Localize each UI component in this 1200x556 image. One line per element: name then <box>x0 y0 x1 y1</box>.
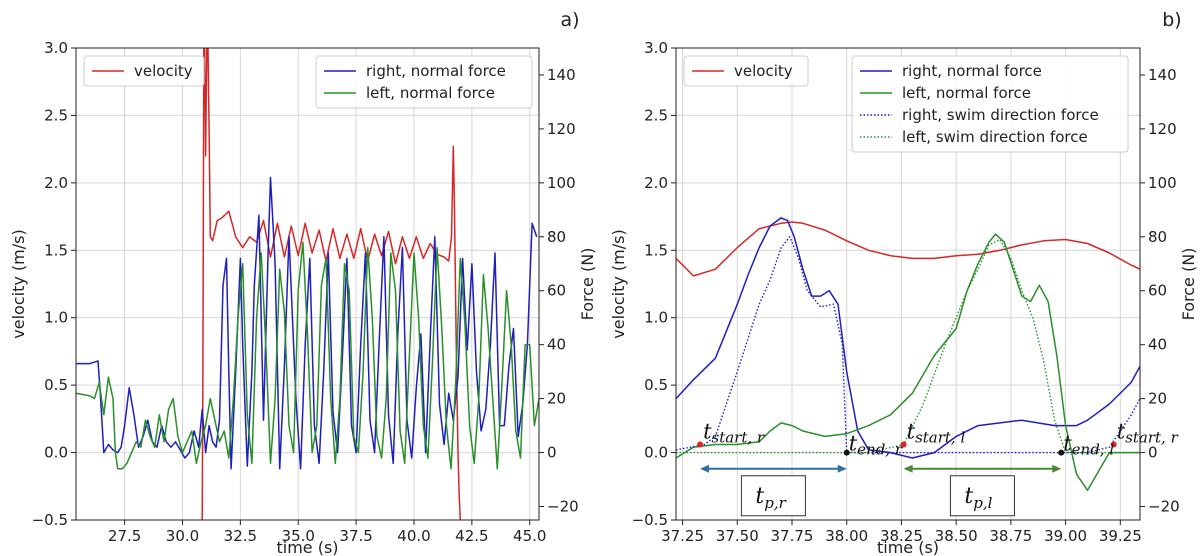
span-label-sub: p,l <box>973 494 992 512</box>
y-right-tick-label: 120 <box>547 120 576 138</box>
x-tick-label: 40.0 <box>397 527 430 545</box>
y-right-tick-label: −20 <box>547 498 579 516</box>
y-right-tick-label: 20 <box>547 390 566 408</box>
y-right-tick-label: 80 <box>1148 228 1167 246</box>
legend-label: right, swim direction force <box>902 106 1099 124</box>
marker-label: tend, r <box>849 432 903 459</box>
panel-label: b) <box>1162 9 1181 31</box>
y-right-tick-label: −20 <box>1148 498 1180 516</box>
y-tick-label: 2.0 <box>644 174 668 192</box>
x-tick-label: 42.5 <box>455 527 488 545</box>
series-line-left-normal-force <box>76 242 539 469</box>
span-arrow-head-left <box>904 465 913 473</box>
y-tick-label: −0.5 <box>32 511 68 529</box>
marker-label: tend, l <box>1063 432 1114 459</box>
marker-label-sub: end, l <box>1072 441 1115 459</box>
y-right-tick-label: 60 <box>1148 282 1167 300</box>
legend-label: velocity <box>134 62 193 80</box>
y-right-tick-label: 140 <box>1148 66 1177 84</box>
legend-legend_left: velocity <box>84 56 204 86</box>
y-tick-label: 3.0 <box>44 39 68 57</box>
x-tick-label: 32.5 <box>224 527 257 545</box>
x-tick-label: 45.0 <box>513 527 546 545</box>
x-tick-label: 37.75 <box>771 527 814 545</box>
y-right-tick-label: 120 <box>1148 120 1177 138</box>
y-tick-label: 2.0 <box>44 174 68 192</box>
y-right-tick-label: 100 <box>547 174 576 192</box>
legend-label: right, normal force <box>902 62 1042 80</box>
y-axis-label: velocity (m/s) <box>609 229 628 338</box>
x-axis-label: time (s) <box>276 538 338 556</box>
marker-label: tstart, r <box>703 419 765 446</box>
x-tick-label: 37.25 <box>661 527 704 545</box>
x-tick-label: 37.5 <box>339 527 372 545</box>
y-right-axis-label: Force (N) <box>578 248 597 321</box>
panel-label: a) <box>560 9 579 31</box>
plot-frame <box>76 48 539 520</box>
marker-label: tstart, r <box>1117 419 1179 446</box>
marker-label-sub: end, r <box>857 441 903 459</box>
legend-label: velocity <box>734 62 793 80</box>
y-tick-label: 0.0 <box>44 444 68 462</box>
y-tick-label: 1.5 <box>644 241 668 259</box>
y-tick-label: 1.5 <box>44 241 68 259</box>
x-tick-label: 37.50 <box>716 527 759 545</box>
x-tick-label: 30.0 <box>166 527 199 545</box>
y-right-tick-label: 40 <box>547 336 566 354</box>
span-arrow-head-right <box>1052 465 1061 473</box>
series-group <box>76 48 539 520</box>
legend-label: left, normal force <box>366 84 495 102</box>
x-tick-label: 39.25 <box>1099 527 1142 545</box>
y-right-tick-label: 140 <box>547 66 576 84</box>
y-tick-label: 0.0 <box>644 444 668 462</box>
x-tick-label: 38.50 <box>935 527 978 545</box>
x-tick-label: 38.75 <box>989 527 1032 545</box>
y-axis-label: velocity (m/s) <box>9 229 28 338</box>
y-right-axis-label: Force (N) <box>1179 248 1198 321</box>
y-tick-label: 0.5 <box>644 376 668 394</box>
legend-label: left, normal force <box>902 84 1031 102</box>
span-label-sub: p,r <box>764 494 786 512</box>
x-tick-label: 27.5 <box>108 527 141 545</box>
y-tick-label: 1.0 <box>644 309 668 327</box>
y-tick-label: 3.0 <box>644 39 668 57</box>
y-right-tick-label: 100 <box>1148 174 1177 192</box>
span-label-main: t <box>964 484 973 509</box>
series-line-velocity <box>676 222 1140 276</box>
y-right-tick-label: 60 <box>547 282 566 300</box>
legend-legend_left: velocity <box>684 56 808 86</box>
y-tick-label: 0.5 <box>44 376 68 394</box>
y-tick-label: 2.5 <box>44 106 68 124</box>
y-tick-label: 1.0 <box>44 309 68 327</box>
chart-panel-a: 27.5 30.0 32.5 35.0 37.5 40.0 42.5 45.0 −0.5 0.0 0… <box>9 9 597 556</box>
legend-legend_right: right, normal force left, normal force rig… <box>852 56 1128 152</box>
y-right-tick-label: 0 <box>547 444 557 462</box>
span-arrow-head-left <box>700 465 709 473</box>
chart-panel-b: 37.25 37.50 37.75 38.00 38.25 38.50 38.75 39.00… <box>609 9 1198 556</box>
marker-label-sub: start, r <box>712 428 765 446</box>
legend-legend_right: right, normal force left, normal force <box>316 56 532 108</box>
legend-label: right, normal force <box>366 62 506 80</box>
y-tick-label: −0.5 <box>632 511 668 529</box>
y-tick-label: 2.5 <box>644 106 668 124</box>
y-right-tick-label: 80 <box>547 228 566 246</box>
span-label-main: t <box>755 484 764 509</box>
grid <box>76 48 539 520</box>
x-axis-label: time (s) <box>877 538 939 556</box>
marker-label-sub: start, r <box>1125 428 1178 446</box>
y-right-tick-label: 40 <box>1148 336 1167 354</box>
y-right-tick-label: 20 <box>1148 390 1167 408</box>
x-tick-label: 38.00 <box>825 527 868 545</box>
legend-label: left, swim direction force <box>902 128 1088 146</box>
span-arrow-head-right <box>838 465 847 473</box>
x-tick-label: 39.00 <box>1044 527 1087 545</box>
marker-label-sub: start, l <box>915 428 965 446</box>
